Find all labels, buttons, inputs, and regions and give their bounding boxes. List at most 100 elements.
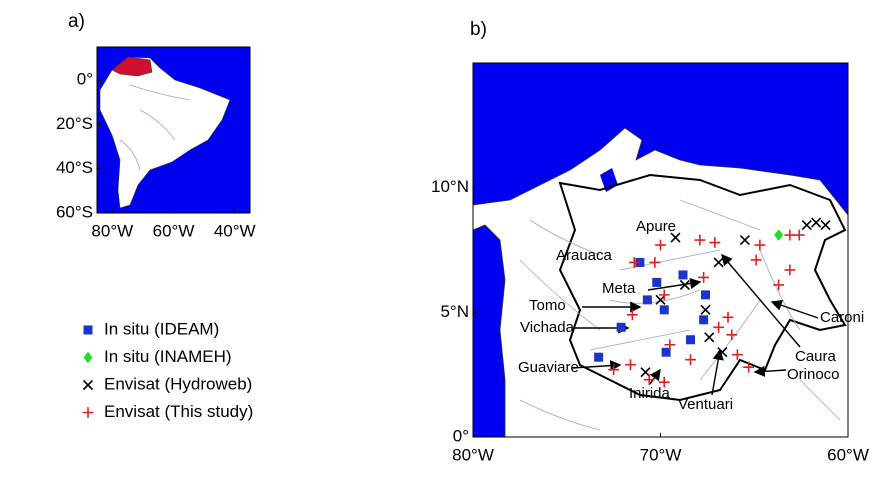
station-marker: [784, 229, 796, 241]
arrow: [711, 348, 724, 396]
station-marker: [679, 279, 690, 290]
marker-shape: [655, 239, 666, 251]
arrow: [770, 299, 819, 319]
arrow: [721, 253, 801, 348]
river-label: Guaviare: [518, 359, 579, 376]
station-marker: [659, 305, 669, 315]
marker-shape: [726, 329, 738, 341]
marker-shape: [652, 277, 662, 287]
y-tick-label: 60°S: [56, 202, 93, 221]
river-label: Meta: [602, 280, 636, 297]
marker-shape: [82, 379, 94, 391]
marker-shape: [694, 234, 706, 246]
marker-shape: [625, 359, 636, 371]
station-marker: [743, 361, 755, 373]
marker-shape: [661, 347, 671, 357]
marker-shape: [626, 309, 638, 321]
legend-label: Envisat (This study): [104, 402, 253, 421]
marker-shape: [820, 220, 831, 231]
station-marker: [664, 339, 676, 351]
marker-shape: [635, 257, 645, 267]
station-marker: [608, 364, 620, 376]
arrow: [649, 368, 661, 385]
marker-shape: [670, 232, 681, 243]
station-marker: [698, 272, 710, 283]
marker-shape: [739, 234, 750, 246]
station-marker: [793, 229, 805, 241]
x-tick-label: 80°W: [91, 221, 133, 240]
marker-shape: [83, 351, 93, 364]
river-label: Orinoco: [787, 366, 840, 383]
legend-label: In situ (IDEAM): [104, 319, 219, 338]
marker-shape: [704, 332, 715, 343]
station-marker: [649, 257, 661, 268]
marker-shape: [793, 229, 805, 241]
marker-shape: [713, 321, 725, 333]
station-marker: [811, 217, 822, 228]
marker-shape: [82, 407, 94, 418]
station-marker: [801, 220, 812, 231]
marker-shape: [722, 311, 734, 323]
river-label: Apure: [636, 218, 676, 235]
station-marker: [713, 257, 724, 268]
marker-shape: [659, 305, 669, 315]
y-tick-label: 20°S: [56, 114, 93, 133]
station-marker: [700, 304, 711, 315]
panel-label: a): [68, 11, 85, 32]
marker-shape: [679, 279, 690, 290]
marker-shape: [608, 364, 620, 376]
station-marker: [722, 311, 734, 323]
river-label: Caura: [795, 348, 837, 365]
station-marker: [704, 332, 715, 343]
marker-shape: [801, 220, 812, 231]
station-marker: [750, 254, 762, 266]
station-marker: [83, 351, 93, 364]
station-marker: [670, 232, 681, 243]
marker-shape: [699, 315, 709, 325]
marker-shape: [658, 376, 670, 388]
marker-shape: [754, 239, 766, 251]
marker-shape: [658, 289, 670, 301]
station-marker: [773, 279, 785, 291]
station-marker: [774, 229, 784, 241]
station-marker: [83, 325, 93, 335]
station-marker: [661, 347, 671, 357]
station-marker: [655, 239, 666, 251]
y-tick-label: 0°: [77, 70, 93, 89]
marker-shape: [717, 347, 728, 358]
marker-shape: [594, 352, 604, 362]
station-marker: [739, 234, 750, 246]
x-tick-label: 60°W: [153, 221, 195, 240]
y-tick-label: 5°N: [440, 302, 469, 321]
station-marker: [713, 321, 725, 333]
station-marker: [616, 322, 626, 332]
river-label: Arauaca: [556, 247, 613, 264]
panel-label: b): [470, 19, 487, 40]
station-marker: [658, 289, 670, 301]
river-label: Ventuari: [678, 396, 733, 413]
station-marker: [678, 270, 688, 280]
legend-label: In situ (INAMEH): [104, 347, 232, 366]
marker-shape: [664, 339, 676, 351]
marker-shape: [774, 229, 784, 241]
station-marker: [82, 379, 94, 391]
marker-shape: [698, 272, 710, 283]
marker-shape: [678, 270, 688, 280]
x-tick-label: 40°W: [214, 221, 256, 240]
marker-shape: [701, 290, 710, 300]
station-marker: [731, 349, 743, 361]
y-tick-label: 40°S: [56, 158, 93, 177]
marker-shape: [686, 335, 695, 345]
station-marker: [594, 352, 604, 362]
station-marker: [754, 239, 766, 251]
river-label: Inirida: [629, 385, 671, 402]
station-marker: [643, 374, 655, 386]
station-marker: [625, 359, 636, 371]
marker-shape: [731, 349, 743, 361]
marker-shape: [784, 229, 796, 241]
station-marker: [652, 277, 662, 287]
marker-shape: [649, 257, 661, 268]
marker-shape: [83, 325, 93, 335]
arrow: [753, 365, 787, 377]
